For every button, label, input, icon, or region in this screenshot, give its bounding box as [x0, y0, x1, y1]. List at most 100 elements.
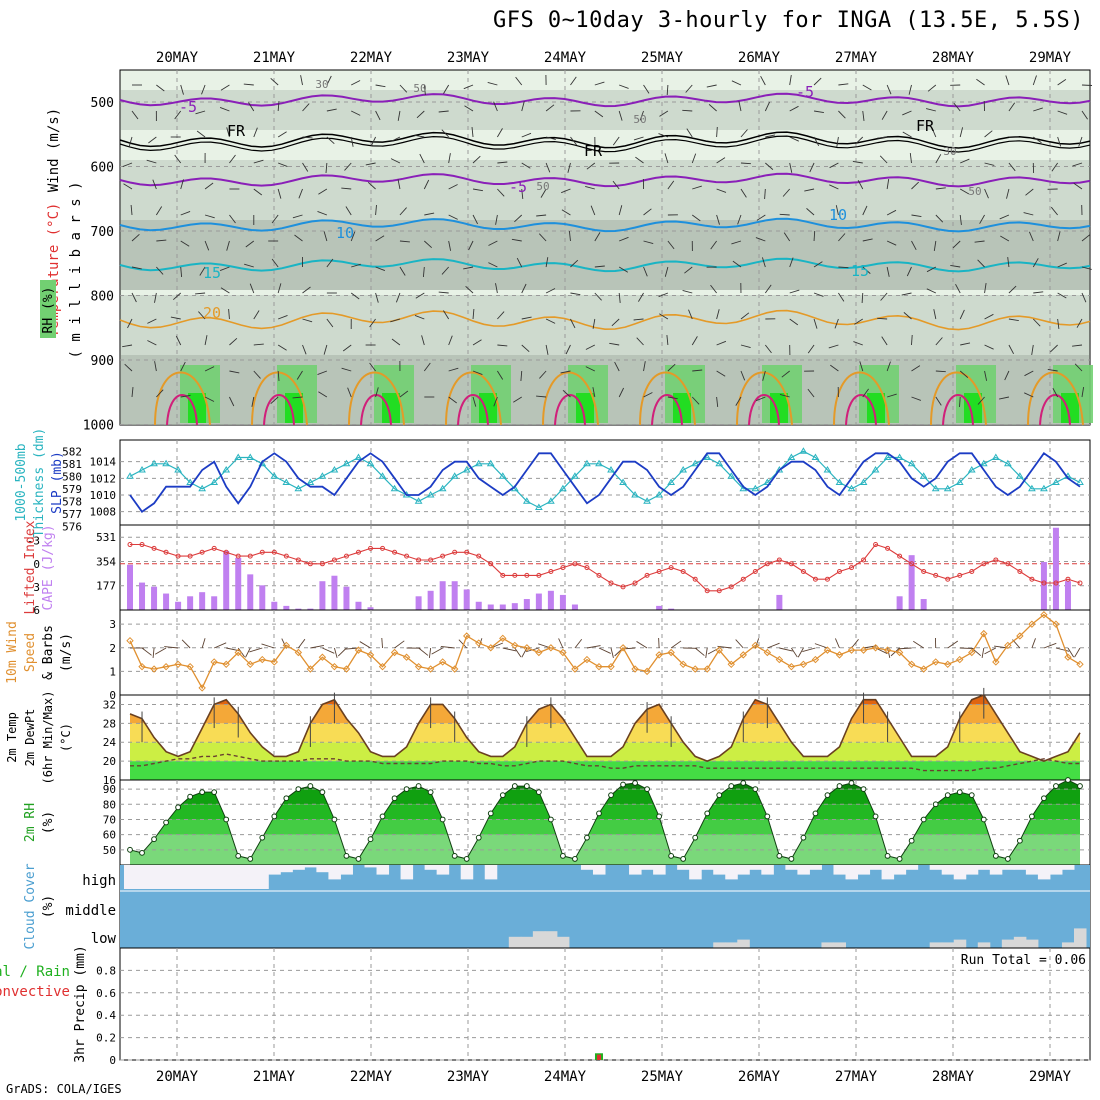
thickness-point	[907, 459, 916, 467]
wind-barb	[292, 396, 303, 399]
date-label-bottom: 20MAY	[156, 1069, 199, 1085]
wind-barb	[959, 127, 964, 138]
wind-barb	[390, 136, 401, 142]
wind-barb	[585, 185, 595, 190]
lifted-index-point	[1005, 561, 1011, 567]
wind-barb	[643, 361, 646, 372]
wind-barb	[1007, 257, 1010, 268]
lifted-index-point	[764, 561, 770, 567]
wind-barb	[390, 158, 401, 164]
lifted-index-point	[572, 561, 578, 567]
thickness-point	[354, 453, 363, 460]
cloud-high-gap	[376, 865, 390, 875]
wind-barb	[147, 318, 157, 324]
lifted-index-tick: 3	[33, 581, 40, 594]
wind-barb	[782, 188, 791, 197]
wind-barb	[367, 181, 376, 190]
wind-barb	[619, 84, 629, 89]
wind-barb	[147, 340, 157, 346]
wind-barb	[984, 344, 994, 350]
wind-barb	[813, 292, 824, 297]
wind-barb	[488, 262, 498, 268]
slp-line	[129, 452, 1081, 513]
wind-barb	[465, 285, 474, 294]
date-label-bottom: 23MAY	[447, 1069, 490, 1085]
wind-barb	[886, 209, 897, 216]
wind-barb	[228, 308, 230, 320]
wind-barb	[911, 181, 920, 190]
thickness-point	[751, 484, 760, 492]
wind-barb	[638, 292, 644, 302]
wind-barb	[658, 133, 669, 138]
lifted-index-point	[187, 553, 193, 559]
wind-barb	[984, 313, 994, 320]
wind-barb	[270, 396, 279, 405]
wind-barb	[493, 396, 498, 407]
cloud-high-gap	[1061, 865, 1075, 870]
wind-speed-point	[883, 646, 892, 654]
cloud-high-gap	[184, 865, 197, 889]
thickness-point	[318, 472, 327, 479]
wind10-barb	[514, 647, 522, 658]
temp-contour-30-loop	[263, 394, 295, 426]
lifted-index-point	[211, 545, 217, 551]
wind-barb	[716, 309, 720, 320]
contour-label: 10	[829, 206, 847, 224]
cloud-high-gap	[256, 865, 269, 889]
cloud-high-gap	[136, 865, 149, 889]
panel-axis-label: & Barbs	[41, 625, 56, 680]
lifted-index-point	[464, 549, 470, 555]
wind-barb	[220, 287, 230, 294]
wind-barb	[497, 161, 508, 164]
panel-axis-label: CAPE (J/kg)	[41, 524, 56, 610]
contour-label: -5	[796, 83, 814, 101]
cloud-high-gap	[436, 865, 450, 875]
rh-point	[980, 816, 987, 823]
wind-barb	[341, 187, 352, 190]
date-label-bottom: 24MAY	[544, 1069, 587, 1085]
wind-barb	[666, 84, 669, 96]
wind-barb	[414, 134, 425, 138]
wind-barb	[834, 318, 839, 329]
rh-legend-swatch	[40, 280, 56, 338]
wind-barb	[585, 366, 596, 372]
wind-speed-point	[318, 653, 327, 661]
date-label-top: 24MAY	[544, 50, 587, 66]
cloud-low-gap	[508, 936, 522, 948]
wind-barb	[902, 131, 912, 138]
wind-barb	[764, 284, 772, 294]
lifted-index-point	[175, 553, 181, 559]
date-label-bottom: 22MAY	[350, 1069, 393, 1085]
wind-barb	[345, 206, 352, 216]
cloud-high-gap	[1001, 865, 1015, 870]
wind-barb	[879, 155, 888, 164]
wind-speed-point	[258, 655, 266, 664]
lifted-index-point	[632, 580, 638, 586]
wind-barb	[779, 393, 790, 398]
cloud-low-gap	[833, 942, 847, 948]
thickness-point	[306, 478, 315, 485]
wind-barb	[691, 336, 698, 346]
wind-barb	[979, 214, 985, 224]
wind-speed-point	[751, 641, 760, 650]
wind-tick: 2	[109, 642, 116, 655]
wind-barb	[1057, 79, 1067, 86]
wind-barb	[130, 204, 133, 216]
rh-point	[223, 816, 230, 823]
temp-contour-25-loop	[542, 371, 599, 426]
thickness-point	[1076, 478, 1084, 485]
wind-barb	[318, 391, 328, 398]
wind-barb	[804, 188, 815, 192]
temp-contour-25-loop	[348, 371, 405, 426]
wind-barb	[925, 108, 936, 112]
wind-barb	[1072, 344, 1083, 347]
wind-barb	[245, 240, 255, 248]
wind-barb	[926, 288, 937, 294]
temp-contour-minus5-lower	[119, 172, 1091, 188]
wind-barb	[1032, 75, 1037, 86]
wind-barb	[829, 184, 839, 190]
cloud-high-gap	[304, 865, 317, 868]
wind-barb	[830, 364, 839, 372]
wind-speed-point	[366, 651, 375, 659]
